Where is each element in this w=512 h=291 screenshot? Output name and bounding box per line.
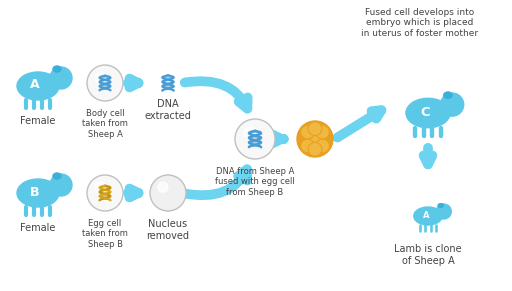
Circle shape	[441, 93, 464, 116]
Circle shape	[50, 174, 72, 196]
Text: Female: Female	[20, 116, 56, 126]
Circle shape	[158, 182, 168, 192]
Ellipse shape	[17, 179, 59, 207]
Text: A: A	[422, 212, 429, 221]
Circle shape	[87, 65, 123, 101]
Circle shape	[301, 125, 314, 139]
Circle shape	[301, 139, 314, 153]
Circle shape	[297, 121, 333, 157]
Circle shape	[95, 182, 106, 193]
Ellipse shape	[406, 98, 450, 128]
Ellipse shape	[438, 204, 443, 207]
Text: Body cell
taken from
Sheep A: Body cell taken from Sheep A	[82, 109, 128, 139]
Circle shape	[95, 72, 106, 83]
Ellipse shape	[53, 173, 61, 179]
Ellipse shape	[414, 207, 442, 225]
Text: DNA from Sheep A
fused with egg cell
from Sheep B: DNA from Sheep A fused with egg cell fro…	[215, 167, 295, 197]
Text: Female: Female	[20, 223, 56, 233]
Circle shape	[316, 125, 329, 139]
Circle shape	[235, 119, 275, 159]
Circle shape	[308, 122, 322, 136]
Circle shape	[150, 175, 186, 211]
Ellipse shape	[17, 72, 59, 100]
Text: Lamb is clone
of Sheep A: Lamb is clone of Sheep A	[394, 244, 462, 266]
Circle shape	[436, 204, 451, 219]
Text: Nucleus
removed: Nucleus removed	[146, 219, 189, 241]
Circle shape	[316, 139, 329, 153]
Text: A: A	[30, 79, 40, 91]
Circle shape	[244, 127, 256, 139]
Text: C: C	[420, 106, 430, 118]
Ellipse shape	[444, 92, 452, 98]
Circle shape	[50, 67, 72, 89]
Circle shape	[308, 132, 322, 146]
Circle shape	[87, 175, 123, 211]
Text: B: B	[30, 185, 40, 198]
Circle shape	[308, 142, 322, 156]
Text: DNA
extracted: DNA extracted	[144, 99, 191, 120]
Text: Fused cell develops into
embryo which is placed
in uterus of foster mother: Fused cell develops into embryo which is…	[361, 8, 479, 38]
Text: Egg cell
taken from
Sheep B: Egg cell taken from Sheep B	[82, 219, 128, 249]
Ellipse shape	[53, 66, 61, 72]
